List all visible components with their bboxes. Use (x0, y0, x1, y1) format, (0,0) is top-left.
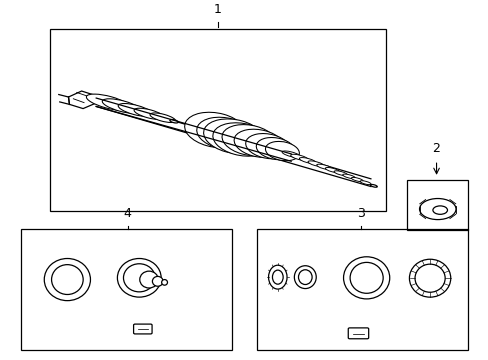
Ellipse shape (294, 266, 316, 289)
Ellipse shape (150, 113, 175, 122)
Ellipse shape (245, 134, 289, 159)
Bar (50, 28, 385, 211)
Ellipse shape (44, 258, 90, 301)
Ellipse shape (140, 271, 158, 288)
Ellipse shape (86, 94, 130, 111)
Ellipse shape (298, 270, 311, 284)
Ellipse shape (123, 264, 155, 292)
Ellipse shape (256, 138, 294, 160)
Ellipse shape (290, 154, 307, 161)
Ellipse shape (184, 112, 245, 148)
Ellipse shape (222, 125, 276, 156)
Ellipse shape (316, 164, 331, 170)
Ellipse shape (343, 257, 389, 299)
Ellipse shape (117, 258, 161, 297)
Text: 2: 2 (432, 142, 440, 155)
Ellipse shape (265, 141, 299, 161)
Ellipse shape (102, 99, 142, 113)
Ellipse shape (169, 120, 178, 123)
Text: 3: 3 (357, 207, 365, 220)
Ellipse shape (307, 161, 323, 167)
Ellipse shape (268, 265, 286, 289)
Ellipse shape (408, 259, 450, 297)
Text: 4: 4 (123, 207, 131, 220)
Text: 1: 1 (213, 3, 221, 16)
Ellipse shape (212, 123, 271, 156)
Bar (407, 180, 467, 230)
Ellipse shape (272, 270, 283, 284)
Ellipse shape (118, 104, 153, 117)
Ellipse shape (351, 177, 363, 182)
Ellipse shape (333, 171, 347, 176)
Ellipse shape (162, 280, 167, 285)
Ellipse shape (282, 151, 300, 158)
Ellipse shape (234, 129, 284, 157)
Bar (21, 229, 232, 350)
Ellipse shape (349, 262, 383, 293)
Ellipse shape (414, 264, 444, 292)
Ellipse shape (342, 174, 355, 179)
Ellipse shape (152, 276, 163, 286)
Ellipse shape (299, 158, 315, 163)
Ellipse shape (325, 167, 339, 172)
Ellipse shape (134, 108, 164, 120)
Ellipse shape (203, 119, 264, 154)
Ellipse shape (369, 184, 377, 187)
Ellipse shape (196, 117, 253, 150)
Bar (256, 229, 467, 350)
Ellipse shape (51, 265, 83, 294)
Ellipse shape (359, 181, 370, 185)
